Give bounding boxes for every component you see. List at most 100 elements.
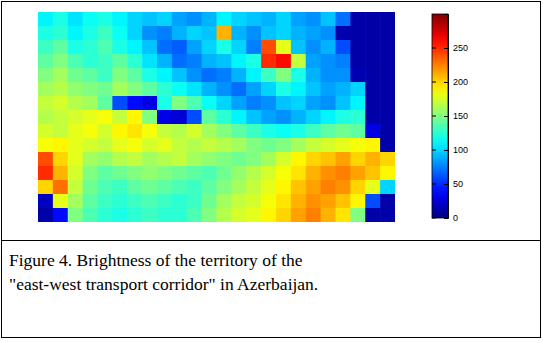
heatmap-cell — [127, 194, 142, 209]
heatmap-cell — [38, 26, 53, 41]
colorbar-tick: 250 — [444, 43, 468, 53]
heatmap-cell — [157, 110, 172, 125]
heatmap-cell — [291, 40, 306, 55]
heatmap-cell — [365, 208, 380, 222]
heatmap-cell — [291, 208, 306, 222]
heatmap-cell — [68, 26, 83, 41]
heatmap-cell — [246, 26, 261, 41]
heatmap-cell — [112, 82, 127, 97]
heatmap-cell — [157, 96, 172, 111]
heatmap-cell — [53, 110, 68, 125]
heatmap-cell — [231, 166, 246, 181]
heatmap-cell — [83, 180, 98, 195]
heatmap-cell — [380, 68, 395, 83]
heatmap-cell — [291, 194, 306, 209]
heatmap-cell — [172, 180, 187, 195]
heatmap-cell — [261, 110, 276, 125]
heatmap-cell — [202, 68, 217, 83]
colorbar-axis: 050100150200250 — [444, 15, 468, 224]
heatmap-cell — [261, 180, 276, 195]
heatmap-cell — [365, 152, 380, 167]
heatmap-cell — [112, 180, 127, 195]
heatmap-cell — [187, 26, 202, 41]
heatmap-cell — [157, 124, 172, 139]
colorbar-tick-mark — [432, 218, 436, 219]
heatmap-cell — [142, 82, 157, 97]
heatmap-cell — [127, 152, 142, 167]
heatmap-cell — [172, 110, 187, 125]
heatmap-cell — [276, 180, 291, 195]
heatmap-cell — [112, 152, 127, 167]
heatmap-cell — [83, 12, 98, 27]
heatmap-cell — [350, 40, 365, 55]
heatmap-cell — [68, 124, 83, 139]
heatmap-cell — [142, 96, 157, 111]
heatmap-cell — [261, 82, 276, 97]
heatmap-cell — [380, 208, 395, 222]
heatmap-cell — [217, 54, 232, 69]
heatmap-cell — [98, 194, 113, 209]
heatmap-cell — [350, 124, 365, 139]
heatmap-cell — [336, 208, 351, 222]
heatmap-cell — [53, 152, 68, 167]
colorbar-tick-mark — [432, 184, 436, 185]
heatmap-cell — [276, 166, 291, 181]
heatmap-cell — [306, 54, 321, 69]
heatmap-cell — [38, 40, 53, 55]
heatmap-cell — [217, 68, 232, 83]
heatmap-cell — [321, 124, 336, 139]
heatmap-cell — [142, 26, 157, 41]
heatmap-cell — [217, 166, 232, 181]
heatmap-cell — [231, 180, 246, 195]
heatmap-cell — [172, 166, 187, 181]
heatmap-cell — [68, 138, 83, 153]
colorbar-tick-mark — [444, 116, 448, 117]
heatmap-cell — [68, 68, 83, 83]
heatmap-cell — [202, 208, 217, 222]
heatmap-cell — [98, 96, 113, 111]
heatmap-cell — [83, 166, 98, 181]
heatmap-cell — [53, 124, 68, 139]
heatmap-cell — [276, 124, 291, 139]
heatmap-cell — [380, 152, 395, 167]
heatmap-cell — [172, 26, 187, 41]
heatmap-cell — [306, 166, 321, 181]
caption-line: "east-west transport corridor" in Azerba… — [9, 274, 318, 294]
heatmap-cell — [38, 166, 53, 181]
heatmap-cell — [112, 166, 127, 181]
heatmap-cell — [350, 152, 365, 167]
heatmap-cell — [380, 40, 395, 55]
heatmap-cell — [261, 54, 276, 69]
colorbar — [432, 14, 448, 218]
heatmap-cell — [217, 194, 232, 209]
heatmap-cell — [246, 12, 261, 27]
heatmap-cell — [202, 124, 217, 139]
heatmap-cell — [98, 12, 113, 27]
heatmap-cell — [217, 110, 232, 125]
heatmap-cell — [98, 82, 113, 97]
heatmap-cell — [306, 40, 321, 55]
heatmap-cell — [83, 26, 98, 41]
heatmap-cell — [83, 110, 98, 125]
heatmap-cell — [217, 180, 232, 195]
heatmap-cell — [291, 96, 306, 111]
heatmap-cell — [246, 40, 261, 55]
heatmap-cell — [127, 26, 142, 41]
heatmap-cell — [306, 180, 321, 195]
heatmap-cell — [231, 96, 246, 111]
figure-frame — [2, 2, 541, 338]
heatmap-cell — [306, 152, 321, 167]
heatmap-cell — [350, 82, 365, 97]
heatmap-cell — [187, 96, 202, 111]
heatmap-cell — [336, 166, 351, 181]
heatmap-cell — [365, 194, 380, 209]
heatmap-cell — [38, 96, 53, 111]
heatmap-cell — [172, 124, 187, 139]
heatmap-cell — [261, 68, 276, 83]
heatmap-cell — [157, 26, 172, 41]
heatmap-cell — [246, 54, 261, 69]
heatmap-cell — [231, 208, 246, 222]
heatmap-cell — [187, 208, 202, 222]
heatmap-cell — [68, 166, 83, 181]
heatmap-cell — [157, 208, 172, 222]
